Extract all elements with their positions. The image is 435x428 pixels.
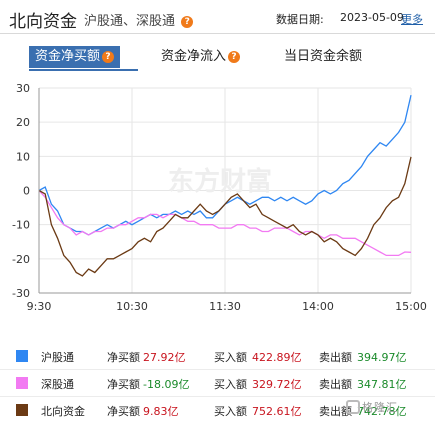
y-tick-label: -30 (12, 287, 30, 300)
tab-daily-balance[interactable]: 当日资金余额 (284, 46, 362, 68)
y-tick-label: -10 (12, 219, 30, 232)
x-tick-label: 15:00 (395, 300, 427, 313)
net-buy-value: 27.92亿 (143, 351, 186, 364)
y-tick-label: -20 (12, 253, 30, 266)
chart-axes: 30 20 10 0 -10 -20 -309:30 10:30 11:30 14:00 15:00 (12, 82, 427, 313)
watermark-text: 格隆汇 (362, 401, 398, 414)
tab-net-inflow[interactable]: 资金净流入? (161, 46, 241, 68)
buy-amount-label: 买入额 (214, 378, 247, 391)
page-title: 北向资金 (9, 12, 77, 32)
tab-net-buy[interactable]: 资金净买额? (29, 46, 121, 68)
net-buy-value: 9.83亿 (143, 405, 179, 418)
legend-row-shanghai: 沪股通 净买额 27.92亿 买入额 422.89亿 卖出额 394.97亿 (0, 346, 435, 368)
x-tick-label: 11:30 (209, 300, 241, 313)
buy-amount-label: 买入额 (214, 405, 247, 418)
row-divider (0, 396, 435, 397)
y-tick-label: 30 (16, 82, 30, 95)
help-icon[interactable]: ? (228, 51, 241, 63)
date-value: 2023-05-09 (340, 11, 404, 24)
subtitle-separator: 、 (123, 14, 137, 29)
tab-daily-balance-label: 当日资金余额 (284, 49, 363, 64)
net-buy-label: 净买额 (107, 405, 140, 418)
legend-name: 深股通 (41, 378, 74, 391)
buy-amount-value: 329.72亿 (252, 378, 302, 391)
y-tick-label: 0 (23, 185, 30, 198)
legend-swatch-northbound (16, 404, 28, 416)
row-divider (0, 369, 435, 370)
y-tick-label: 10 (16, 150, 30, 163)
series-line-shenzhen (38, 190, 412, 257)
chart-series (38, 94, 412, 277)
chart-watermark: 东方财富 (168, 166, 272, 197)
tab-net-buy-label: 资金净买额 (35, 49, 101, 64)
tab-net-inflow-label: 资金净流入 (161, 49, 227, 64)
footer-watermark: 格隆汇 (346, 399, 398, 415)
intraday-line-chart[interactable]: 东方财富 30 20 10 0 -10 -20 -309:30 10:30 11:30 14:00… (0, 78, 435, 318)
net-buy-value: -18.09亿 (143, 378, 190, 391)
x-tick-label: 9:30 (27, 300, 52, 313)
subtitle-shanghai: 沪股通 (84, 14, 124, 29)
x-tick-label: 10:30 (116, 300, 148, 313)
legend-swatch-shenzhen (16, 377, 28, 389)
sell-amount-value: 742.78亿 (357, 405, 407, 418)
net-buy-label: 净买额 (107, 351, 140, 364)
series-line-northbound (38, 156, 412, 277)
buy-amount-value: 752.61亿 (252, 405, 302, 418)
buy-amount-label: 买入额 (214, 351, 247, 364)
legend-swatch-shanghai (16, 350, 28, 362)
header-divider (0, 33, 435, 34)
sell-amount-value: 347.81亿 (357, 378, 407, 391)
help-icon[interactable]: ? (102, 51, 115, 63)
legend-row-northbound: 北向资金 净买额 9.83亿 买入额 752.61亿 卖出额 742.78亿 (0, 400, 435, 422)
watermark-logo-icon (346, 400, 360, 414)
sell-amount-label: 卖出额 (319, 405, 352, 418)
sell-amount-label: 卖出额 (319, 351, 352, 364)
more-link[interactable]: 更多 (401, 13, 423, 26)
legend-name: 沪股通 (41, 351, 74, 364)
tab-bar: 资金净买额? 资金净流入? 当日资金余额 (0, 46, 435, 70)
x-tick-label: 14:00 (302, 300, 334, 313)
net-buy-label: 净买额 (107, 378, 140, 391)
y-tick-label: 20 (16, 116, 30, 129)
legend-row-shenzhen: 深股通 净买额 -18.09亿 买入额 329.72亿 卖出额 347.81亿 (0, 373, 435, 395)
sell-amount-label: 卖出额 (319, 378, 352, 391)
help-icon[interactable]: ? (181, 16, 194, 28)
sell-amount-value: 394.97亿 (357, 351, 407, 364)
header: 北向资金 沪股通、深股通 ? 数据日期: 2023-05-09 更多 (0, 0, 435, 34)
buy-amount-value: 422.89亿 (252, 351, 302, 364)
date-label: 数据日期: (276, 13, 324, 26)
legend-name: 北向资金 (41, 405, 85, 418)
subtitle-shenzhen: 深股通 (136, 14, 176, 29)
active-tab-indicator (29, 69, 138, 71)
header-subtitle: 沪股通、深股通 ? (84, 10, 194, 29)
